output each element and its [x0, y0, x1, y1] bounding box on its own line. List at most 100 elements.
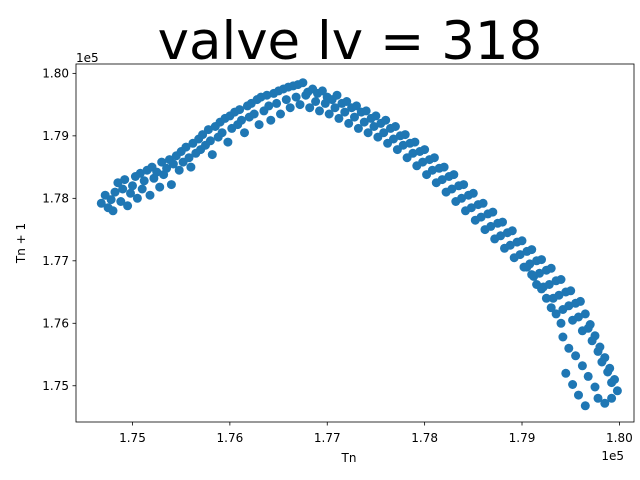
data-point	[207, 150, 217, 160]
data-point	[449, 170, 459, 180]
data-point	[96, 198, 106, 208]
data-point	[272, 98, 282, 108]
data-point	[162, 163, 172, 173]
data-point	[381, 115, 391, 125]
data-point	[439, 162, 449, 172]
data-point	[437, 175, 447, 185]
y-axis-label: Tn + 1	[14, 223, 28, 264]
data-point	[295, 100, 305, 110]
data-point	[369, 122, 379, 131]
data-point	[342, 97, 352, 106]
data-point	[420, 145, 430, 155]
data-point	[575, 296, 585, 306]
data-point	[254, 120, 264, 130]
data-point	[447, 184, 457, 194]
data-point	[535, 268, 544, 278]
data-point	[181, 142, 191, 152]
data-point	[168, 159, 178, 169]
data-point	[532, 280, 542, 289]
data-point	[108, 206, 118, 216]
data-point	[590, 331, 600, 341]
data-point	[527, 245, 537, 255]
data-point	[174, 165, 184, 175]
data-point	[285, 103, 295, 113]
data-point	[205, 136, 215, 146]
data-point	[152, 167, 162, 177]
data-point	[371, 111, 381, 121]
data-point	[240, 128, 249, 138]
data-point	[106, 195, 116, 205]
data-point	[488, 207, 498, 217]
data-point	[410, 137, 420, 147]
data-point	[298, 78, 308, 88]
data-point	[468, 188, 478, 198]
data-point	[317, 86, 327, 96]
data-point	[498, 217, 507, 227]
data-point	[537, 255, 546, 265]
data-point	[486, 221, 496, 231]
data-point	[157, 157, 167, 167]
data-point	[305, 103, 315, 113]
data-point	[429, 153, 439, 163]
data-point	[128, 181, 137, 191]
data-point	[418, 157, 428, 167]
data-point	[564, 343, 574, 353]
data-point	[340, 107, 350, 117]
y-tick-label: 1.80	[42, 66, 69, 80]
data-point	[541, 293, 551, 303]
data-point	[600, 353, 610, 363]
x-axis-label: Tn	[341, 451, 357, 465]
data-point	[400, 130, 410, 140]
data-point	[132, 193, 142, 203]
data-point	[332, 90, 342, 100]
plot-frame	[75, 63, 635, 423]
data-point	[556, 275, 566, 284]
data-point	[237, 115, 246, 125]
data-point	[262, 90, 272, 100]
data-point	[600, 398, 610, 408]
data-point	[427, 165, 437, 175]
data-point	[311, 97, 321, 106]
data-point	[126, 188, 135, 198]
data-point	[334, 113, 344, 123]
data-point	[113, 178, 123, 188]
data-point	[568, 380, 578, 389]
data-point	[217, 128, 227, 138]
y-tick-label: 1.79	[42, 129, 69, 143]
y-tick-label: 1.76	[42, 316, 69, 330]
data-point	[574, 312, 583, 322]
x-axis-ticks: 1.75 1.76 1.77 1.78 1.79 1.80	[119, 422, 633, 445]
data-point	[359, 117, 369, 127]
data-point	[223, 137, 233, 147]
x-tick-label: 1.79	[509, 431, 536, 445]
data-point	[408, 148, 418, 158]
data-point	[110, 187, 120, 197]
data-point	[544, 280, 554, 289]
data-point	[571, 351, 581, 361]
data-point	[330, 103, 340, 113]
data-point	[593, 393, 603, 403]
data-point	[235, 105, 245, 115]
data-point	[137, 184, 147, 194]
data-point	[527, 270, 537, 280]
chart-title: valve lv = 318	[158, 11, 543, 72]
data-point	[166, 180, 176, 190]
data-point	[139, 176, 149, 186]
data-point	[564, 301, 574, 311]
y-tick-label: 1.77	[42, 254, 69, 268]
x-offset-label: 1e5	[601, 449, 624, 463]
data-point	[145, 190, 155, 200]
data-point	[315, 106, 324, 116]
data-point	[580, 309, 590, 319]
data-point	[517, 236, 527, 246]
data-point	[505, 240, 515, 250]
data-point	[324, 109, 334, 119]
data-point	[546, 303, 556, 313]
data-point	[561, 368, 571, 378]
x-tick-label: 1.75	[119, 431, 146, 445]
data-point	[135, 168, 145, 178]
data-point	[459, 180, 469, 190]
data-point	[249, 109, 259, 119]
data-point	[352, 101, 361, 111]
x-tick-label: 1.77	[314, 431, 341, 445]
